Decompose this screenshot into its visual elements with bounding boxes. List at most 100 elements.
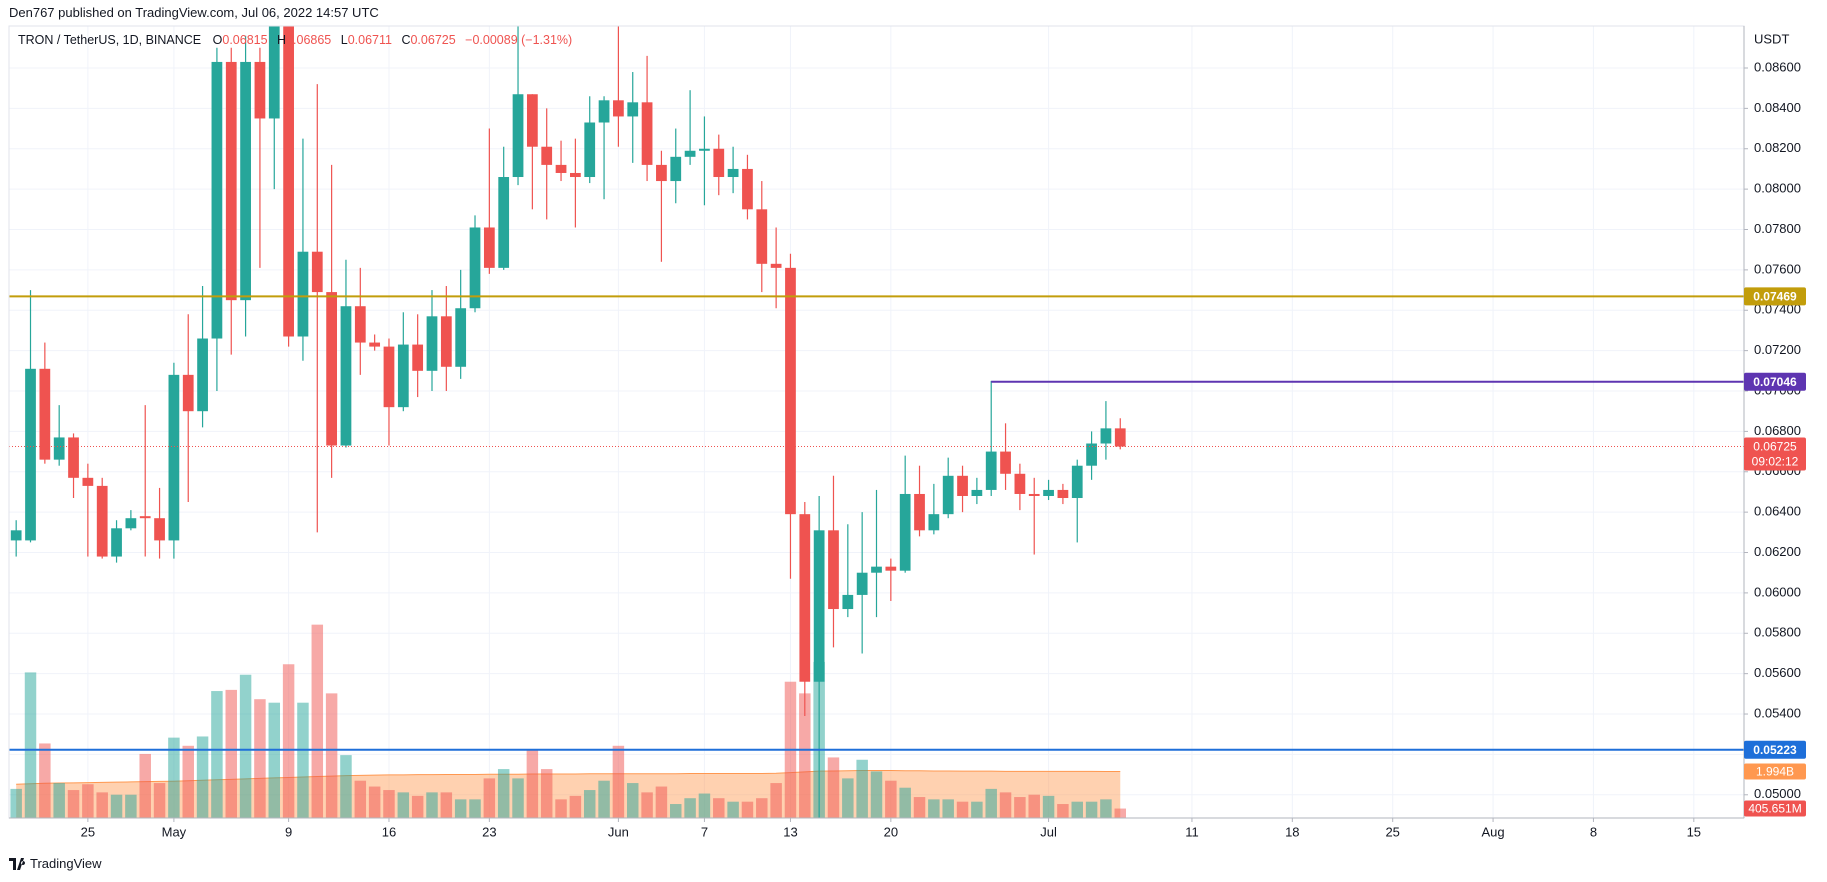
plot-area [9, 26, 1744, 818]
volume-bar [942, 799, 954, 818]
volume-bar [368, 786, 381, 818]
volume-bar [53, 783, 65, 818]
x-tick-label: Jul [1040, 824, 1057, 839]
candle-body [225, 61, 237, 301]
volume-bar [67, 790, 80, 818]
volume-bar [268, 702, 281, 818]
y-tick-label: 0.07800 [1754, 221, 1801, 236]
y-tick-label: 0.07400 [1754, 302, 1801, 317]
candle-body [756, 209, 768, 264]
y-tick-label: 0.05600 [1754, 665, 1801, 680]
grid [9, 26, 1744, 818]
x-tick-label: Aug [1481, 824, 1504, 839]
volume-bar [39, 743, 51, 818]
candle-body [311, 251, 323, 293]
ohlc-letter: O [212, 33, 223, 47]
candle-body [526, 94, 538, 147]
candle-body [1100, 428, 1112, 444]
volume-bar [999, 792, 1012, 818]
volume-bar [612, 745, 625, 818]
volume-bar [440, 792, 453, 818]
volume-bar [340, 755, 352, 818]
candle-body [1014, 473, 1026, 494]
volume-bar [96, 792, 108, 818]
y-tick-label: 0.07200 [1754, 342, 1801, 357]
candle-body [283, 26, 294, 337]
candle-body [412, 344, 424, 371]
candle-body [899, 493, 911, 571]
volume-bar [770, 783, 782, 818]
volume-bar [1042, 795, 1055, 818]
volume-bar [641, 792, 653, 818]
candle-body [770, 263, 782, 268]
volume-bar [713, 798, 725, 818]
candle-body [168, 374, 180, 541]
last-price-tag [1744, 437, 1806, 471]
volume-bar [153, 783, 166, 818]
candle-body [627, 102, 639, 117]
volume-bar [1014, 797, 1026, 818]
volume-bar [469, 799, 481, 818]
volume-bar [10, 788, 22, 818]
y-tick-label: 0.06200 [1754, 544, 1801, 559]
candle-body [96, 485, 108, 557]
volume-bar [569, 795, 582, 818]
volume-bar [483, 778, 496, 818]
candle-body [197, 338, 208, 412]
y-tick-label: 0.08400 [1754, 100, 1801, 115]
last-price-label: 0.06725 [1753, 440, 1797, 454]
candle-body [268, 26, 280, 119]
currency-label: USDT [1754, 31, 1789, 46]
y-tick-label: 0.05400 [1754, 705, 1801, 720]
level-tag [1744, 287, 1806, 306]
volume-bar [741, 801, 754, 818]
volume-bar [555, 799, 567, 818]
change: −0.00089 (−1.31%) [465, 33, 573, 47]
volume-bar [454, 799, 467, 818]
volume-bar [627, 783, 639, 818]
candle-body [1071, 465, 1083, 499]
candle-body [383, 346, 395, 408]
candle-body [498, 177, 510, 268]
volume-bar [899, 787, 911, 818]
volume-bar [1100, 799, 1112, 818]
volume-bar [297, 702, 309, 818]
volume-bar [670, 804, 682, 818]
open-value: 0.06815 [222, 33, 268, 47]
volume-bar [497, 769, 510, 818]
x-tick-label: 20 [884, 824, 898, 839]
close-value: 0.06725 [410, 33, 456, 47]
x-tick-label: 9 [285, 824, 292, 839]
candle-body [68, 437, 79, 478]
volume-bar [698, 793, 711, 818]
volume-bar [426, 792, 438, 818]
candle-body [1043, 489, 1054, 496]
candle-body [541, 146, 553, 165]
candle-body [799, 514, 811, 682]
candle-body [182, 374, 194, 412]
volume-bar [24, 672, 37, 818]
candle-body [856, 572, 868, 595]
level-tag-label: 0.07046 [1753, 375, 1797, 389]
volume-bar [885, 780, 897, 818]
volume-bar [254, 699, 266, 818]
candle-body [512, 94, 524, 178]
volume-bar [1028, 794, 1040, 818]
candle-body [641, 102, 653, 165]
candle-body [885, 566, 897, 571]
x-tick-label: 25 [81, 824, 95, 839]
volume-bar [1071, 801, 1083, 818]
candle-body [570, 172, 581, 178]
volume-bar [583, 790, 596, 818]
x-tick-label: Jun [608, 824, 629, 839]
candle-body [842, 594, 854, 610]
candle-body [584, 122, 596, 178]
candle-body [555, 164, 567, 173]
candle-body [125, 518, 137, 529]
y-tick-label: 0.07600 [1754, 261, 1801, 276]
volume-bar [842, 778, 854, 818]
volume-bar [110, 794, 123, 818]
volume-bar [239, 674, 252, 818]
candle-body [828, 530, 839, 610]
